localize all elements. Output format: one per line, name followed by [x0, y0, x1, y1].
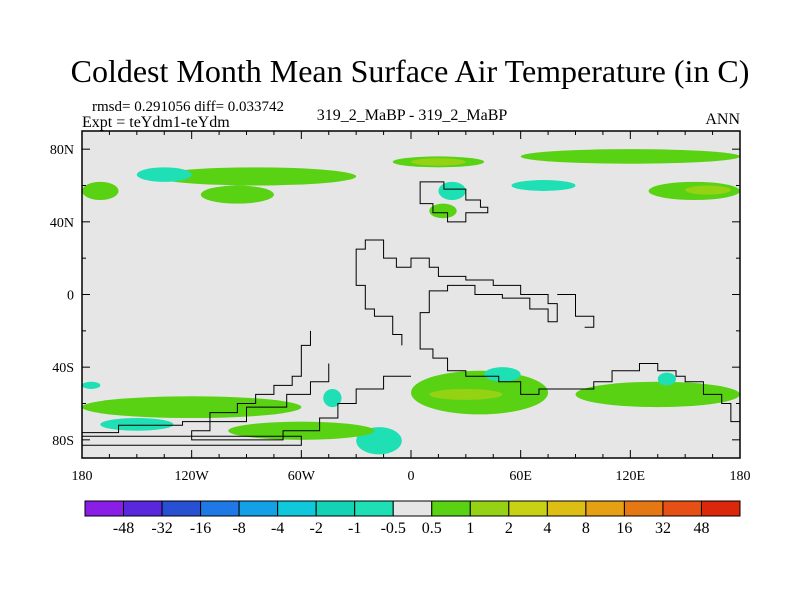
- season-label: ANN: [705, 111, 740, 128]
- colorbar-label: 4: [543, 520, 551, 537]
- colorbar-swatch: [431, 500, 471, 517]
- colorbar-swatch: [662, 500, 702, 517]
- coastline-segment-3: [191, 363, 411, 441]
- coastline-segment-2: [82, 330, 311, 434]
- anomaly-region-18: [484, 367, 521, 382]
- x-tick-label: 120W: [175, 469, 210, 484]
- colorbar-swatch: [585, 500, 625, 517]
- coastline-segment-4: [557, 294, 595, 328]
- y-tick-label: 80S: [52, 434, 74, 449]
- colorbar-swatch: [546, 500, 587, 517]
- y-tick-label: 0: [67, 289, 74, 304]
- colorbar-label: -1: [348, 520, 361, 537]
- colorbar-label: 1: [466, 520, 474, 537]
- colorbar-swatch: [354, 500, 394, 517]
- anomaly-region-2: [82, 181, 119, 201]
- anomaly-region-20: [657, 372, 677, 386]
- colorbar-swatch: [392, 500, 433, 517]
- colorbar-label: 2: [505, 520, 513, 537]
- colorbar-label: 0.5: [422, 520, 442, 537]
- anomaly-region-9: [511, 180, 576, 191]
- anomaly-region-17: [429, 388, 503, 400]
- colorbar-label: -2: [310, 520, 323, 537]
- colorbar-label: -32: [151, 520, 172, 537]
- colorbar-label: 48: [693, 520, 709, 537]
- stats-line: rmsd= 0.291056 diff= 0.033742: [92, 99, 284, 115]
- colorbar-label: -16: [190, 520, 211, 537]
- anomaly-region-22: [100, 418, 174, 431]
- experiment-label: Expt = teYdm1-teYdm: [82, 114, 230, 131]
- colorbar: -48 -32 -16 -8 -4 -2 -1 -0.5 0.5 1 2 4 8 16 32 48: [84, 500, 741, 537]
- colorbar-swatch: [315, 500, 356, 517]
- colorbar-swatch: [200, 500, 240, 517]
- x-tick-label: 60W: [288, 469, 316, 484]
- colorbar-swatch: [700, 500, 741, 517]
- map-area: [82, 131, 740, 458]
- y-tick-label: 40N: [50, 216, 74, 231]
- x-tick-label: 180: [72, 469, 93, 484]
- colorbar-swatch: [123, 500, 163, 517]
- coastline-outline: [82, 181, 740, 446]
- anomaly-region-8: [429, 203, 457, 219]
- colorbar-swatch: [469, 500, 510, 517]
- colorbar-label: 16: [616, 520, 632, 537]
- colorbar-label: -48: [113, 520, 134, 537]
- map-axes: 180 120W 60W 0 60E 120E 180 80N 40N 0 40S 80S: [50, 130, 751, 484]
- colorbar-label: -0.5: [381, 520, 406, 537]
- anomaly-region-0: [155, 167, 357, 186]
- anomaly-region-1: [136, 167, 192, 182]
- anomaly-region-7: [438, 181, 466, 201]
- anomaly-region-15: [323, 388, 342, 408]
- y-tick-label: 40S: [52, 361, 74, 376]
- colorbar-swatch: [277, 500, 317, 517]
- colorbar-swatch: [238, 500, 279, 517]
- anomaly-region-3: [200, 185, 274, 204]
- colorbar-label: -4: [271, 520, 284, 537]
- y-tick-label: 80N: [50, 143, 74, 158]
- x-tick-label: 60E: [509, 469, 532, 484]
- x-tick-label: 120E: [616, 469, 646, 484]
- colorbar-label: -8: [232, 520, 245, 537]
- anomaly-region-12: [82, 381, 101, 389]
- colorbar-swatch: [84, 500, 125, 517]
- x-tick-label: 0: [408, 469, 415, 484]
- coastline-segment-0: [355, 239, 740, 423]
- coastline-segment-5: [82, 435, 302, 446]
- colorbar-label: 32: [655, 520, 671, 537]
- anomaly-region-11: [685, 185, 731, 195]
- colorbar-label: 8: [582, 520, 590, 537]
- x-tick-label: 180: [730, 469, 751, 484]
- anomaly-region-5: [411, 158, 466, 166]
- anomaly-region-6: [520, 149, 740, 164]
- case-label: 319_2_MaBP - 319_2_MaBP: [317, 107, 508, 124]
- chart-title: Coldest Month Mean Surface Air Temperatu…: [71, 53, 750, 89]
- colorbar-swatch: [508, 500, 548, 517]
- colorbar-swatch: [161, 500, 202, 517]
- coastline-segment-1: [419, 181, 489, 223]
- anomaly-region-19: [575, 381, 740, 408]
- colorbar-swatch: [623, 500, 664, 517]
